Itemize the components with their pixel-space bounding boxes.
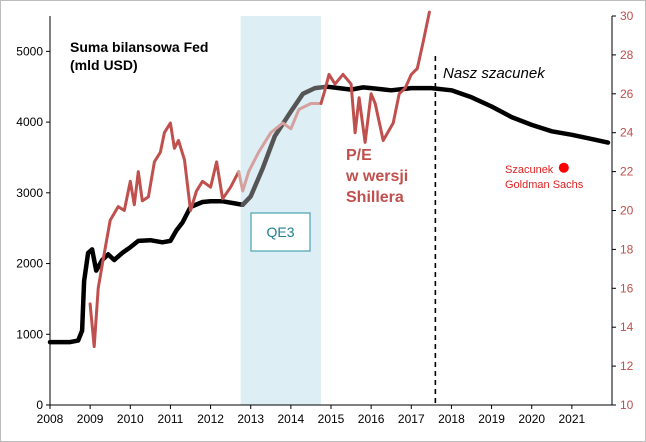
shiller-pe-line-segment (88, 121, 241, 349)
x-tick-label: 2014 (278, 412, 305, 426)
pe-label-line-3: Shillera (346, 189, 404, 206)
right-tick-label: 12 (620, 359, 634, 373)
x-tick-label: 2008 (37, 412, 64, 426)
x-tick-label: 2019 (478, 412, 505, 426)
fed-title-line-2: (mld USD) (70, 57, 138, 73)
series-layer (47, 10, 611, 349)
right-tick-label: 10 (620, 398, 634, 412)
x-tick-label: 2009 (77, 412, 104, 426)
right-tick-label: 20 (620, 204, 634, 218)
shiller-pe-line-segment (319, 10, 431, 144)
x-tick-label: 2010 (117, 412, 144, 426)
x-tick-label: 2018 (438, 412, 465, 426)
x-tick-label: 2016 (358, 412, 385, 426)
qe3-label-box (250, 212, 311, 252)
fed-title-line-1: Suma bilansowa Fed (70, 39, 208, 55)
fed-balance-line-segment (324, 84, 611, 145)
goldman-sachs-estimate-point (558, 162, 569, 173)
shiller-pe-line-qe3-segment (237, 102, 323, 193)
right-tick-label: 18 (620, 242, 634, 256)
right-tick-label: 16 (620, 281, 634, 295)
right-tick-label: 26 (620, 87, 634, 101)
x-tick-label: 2017 (398, 412, 425, 426)
left-y-ticks: 0 1000 2000 3000 4000 5000 (16, 44, 50, 412)
x-ticks: 2008 2009 2010 2011 2012 2013 2014 2015 2016 2017… (37, 405, 586, 426)
x-tick-label: 2013 (237, 412, 264, 426)
estimate-label: Nasz szacunek (443, 65, 546, 82)
x-tick-label: 2021 (559, 412, 586, 426)
gs-label-line-1: Szacunek (505, 164, 554, 176)
x-tick-label: 2011 (158, 412, 184, 426)
left-tick-label: 0 (36, 398, 43, 412)
qe3-shaded-period (240, 16, 321, 405)
right-tick-label: 14 (620, 320, 634, 334)
right-y-ticks: 10 12 14 16 18 20 22 24 26 28 30 (612, 9, 634, 412)
left-tick-label: 2000 (16, 257, 43, 271)
right-tick-label: 24 (620, 126, 634, 140)
x-tick-label: 2015 (318, 412, 345, 426)
left-tick-label: 5000 (16, 44, 43, 58)
qe3-label: QE3 (266, 224, 294, 240)
pe-label-line-1: P/E (346, 147, 372, 164)
x-tick-label: 2020 (518, 412, 545, 426)
right-tick-label: 28 (620, 48, 634, 62)
right-tick-label: 22 (620, 165, 634, 179)
left-tick-label: 1000 (16, 327, 43, 341)
left-tick-label: 4000 (16, 115, 43, 129)
right-tick-label: 30 (620, 9, 634, 23)
left-tick-label: 3000 (16, 186, 43, 200)
fed-balance-line-segment (47, 199, 245, 345)
gs-label-line-2: Goldman Sachs (505, 179, 584, 191)
x-tick-label: 2012 (197, 412, 224, 426)
pe-label-line-2: w wersji (345, 168, 408, 185)
